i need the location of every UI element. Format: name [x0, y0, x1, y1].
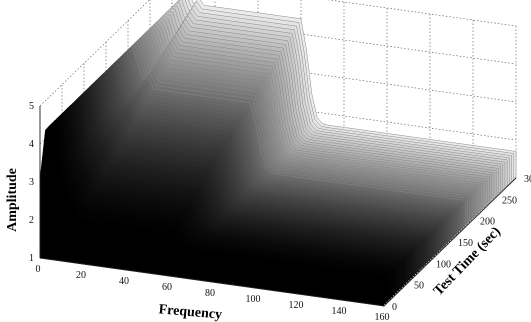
y-tick-label: 150: [458, 238, 473, 249]
z-axis-title: Amplitude: [5, 168, 20, 232]
tick-layer: 0204060801001201401600501001502002503001…: [29, 101, 531, 322]
surface-slice: [39, 123, 385, 307]
y-tick-label: 50: [414, 281, 424, 292]
x-tick-label: 60: [162, 282, 172, 293]
x-axis-line: [39, 257, 385, 307]
y-tick-label: 300: [524, 174, 531, 185]
y-tick-label: 100: [436, 259, 451, 270]
z-tick-label: 1: [29, 253, 34, 264]
x-tick-label: 120: [289, 300, 304, 311]
x-tick-label: 140: [332, 306, 347, 317]
y-tick-label: 0: [392, 302, 397, 313]
frame-layer: [39, 106, 517, 307]
x-tick-label: 0: [36, 264, 41, 275]
x-tick-label: 80: [205, 288, 215, 299]
x-tick-label: 20: [76, 270, 86, 281]
z-tick-label: 3: [29, 177, 34, 188]
x-tick-label: 100: [246, 294, 261, 305]
x-tick-label: 40: [119, 276, 129, 287]
left-wall-gridline: [39, 0, 150, 107]
y-axis-line: [383, 177, 517, 307]
x-tick-label: 160: [375, 312, 390, 322]
z-tick-label: 4: [29, 139, 34, 150]
y-tick-label: 200: [480, 217, 495, 228]
z-tick-label: 2: [29, 215, 34, 226]
x-axis-title: Frequency: [158, 302, 223, 322]
y-tick-label: 250: [502, 195, 517, 206]
z-tick-label: 5: [29, 101, 34, 112]
surface-layer: [39, 0, 517, 307]
